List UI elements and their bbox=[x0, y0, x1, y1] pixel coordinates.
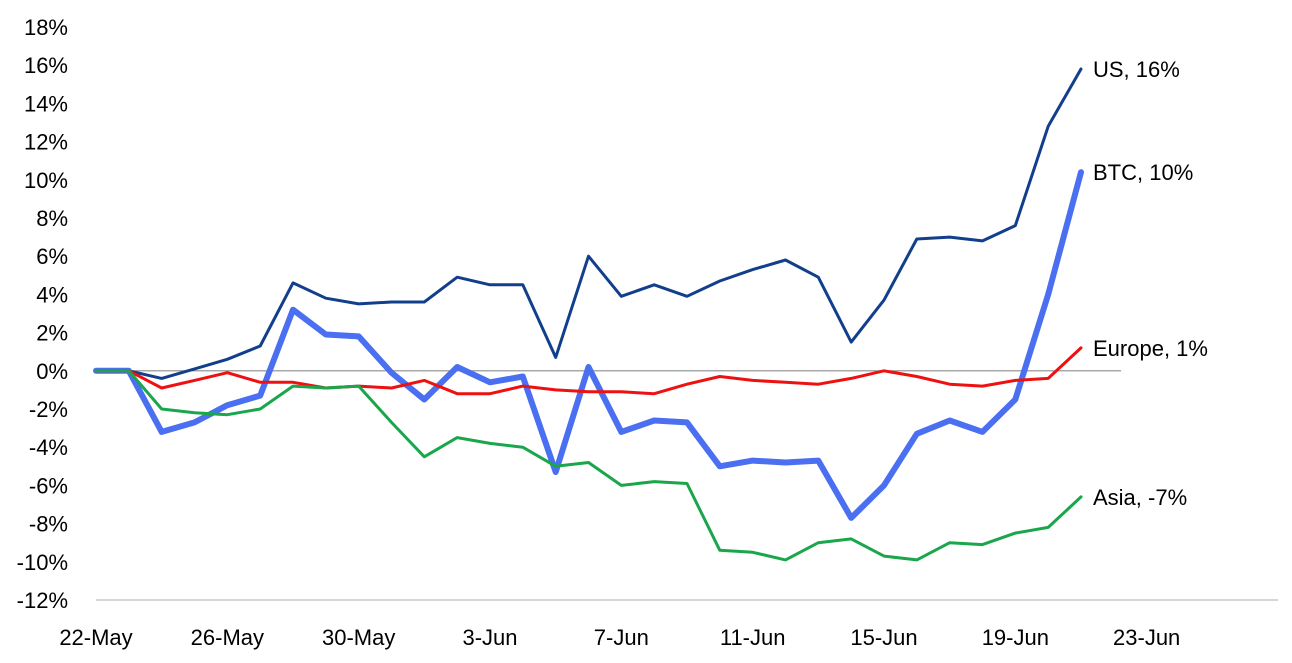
series-lines bbox=[93, 67, 1084, 562]
y-tick-label: -12% bbox=[17, 588, 68, 613]
end-label-asia: Asia, -7% bbox=[1093, 485, 1187, 510]
series-line-europe bbox=[94, 346, 1083, 396]
y-tick-label: -10% bbox=[17, 550, 68, 575]
end-label-us: US, 16% bbox=[1093, 57, 1180, 82]
y-tick-label: 12% bbox=[24, 130, 68, 155]
end-label-europe: Europe, 1% bbox=[1093, 336, 1208, 361]
y-tick-label: 0% bbox=[36, 359, 68, 384]
y-axis-tick-labels: -12% -10% -8% -6% -4% -2% 0% 2% 4% 6% 8% 10% 12% 14% 1… bbox=[17, 15, 68, 613]
y-tick-label: 8% bbox=[36, 206, 68, 231]
x-tick-label: 26-May bbox=[191, 625, 264, 650]
series-end-labels: US, 16% BTC, 10% Europe, 1% Asia, -7% bbox=[1093, 57, 1208, 510]
y-tick-label: -4% bbox=[29, 435, 68, 460]
x-tick-label: 15-Jun bbox=[850, 625, 917, 650]
x-axis-tick-labels: 22-May 26-May 30-May 3-Jun 7-Jun 11-Jun 15-Jun… bbox=[59, 625, 1180, 650]
x-tick-label: 7-Jun bbox=[594, 625, 649, 650]
y-tick-label: -6% bbox=[29, 473, 68, 498]
y-tick-label: 10% bbox=[24, 168, 68, 193]
series-line-us bbox=[94, 67, 1083, 380]
y-tick-label: 2% bbox=[36, 321, 68, 346]
x-tick-label: 3-Jun bbox=[462, 625, 517, 650]
y-tick-label: -2% bbox=[29, 397, 68, 422]
x-tick-label: 11-Jun bbox=[720, 625, 786, 650]
y-tick-label: 18% bbox=[24, 15, 68, 40]
y-tick-label: 16% bbox=[24, 53, 68, 78]
x-tick-label: 23-Jun bbox=[1113, 625, 1180, 650]
y-tick-label: 4% bbox=[36, 282, 68, 307]
end-label-btc: BTC, 10% bbox=[1093, 160, 1193, 185]
series-line-btc bbox=[93, 169, 1084, 521]
series-line-asia bbox=[94, 369, 1083, 562]
x-tick-label: 30-May bbox=[322, 625, 395, 650]
x-tick-label: 19-Jun bbox=[982, 625, 1049, 650]
y-tick-label: 14% bbox=[24, 91, 68, 116]
x-tick-label: 22-May bbox=[59, 625, 132, 650]
y-tick-label: -8% bbox=[29, 512, 68, 537]
y-tick-label: 6% bbox=[36, 244, 68, 269]
